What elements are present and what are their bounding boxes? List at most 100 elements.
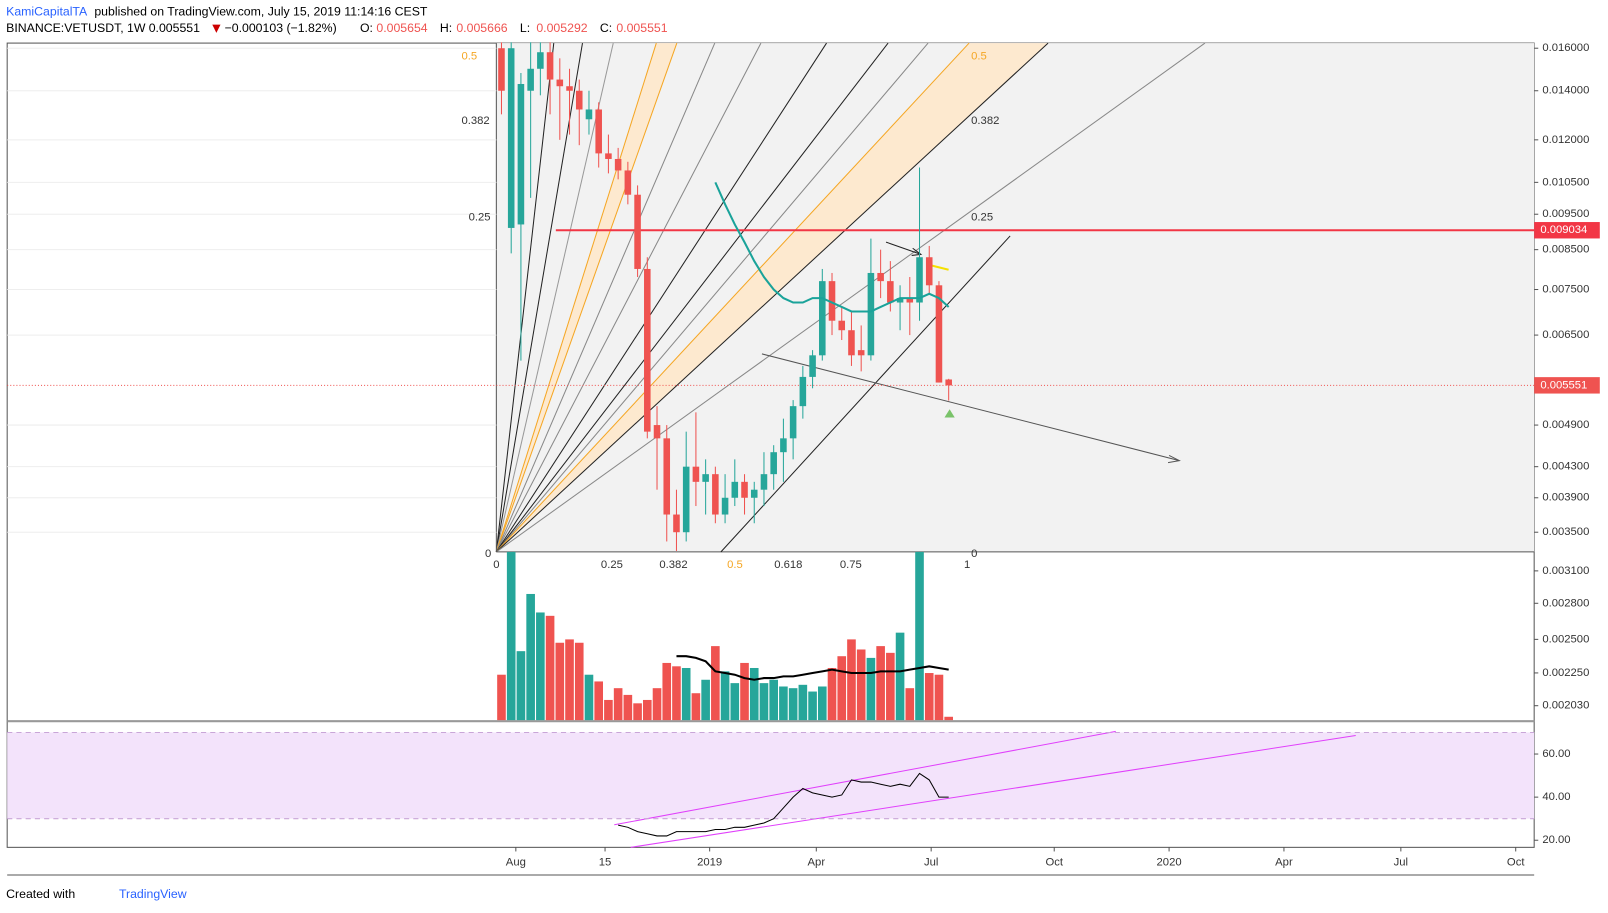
fib-label: 0.5 [727,559,743,571]
fan-line [495,42,583,552]
volume-bar [856,649,866,721]
volume-bar [749,667,759,721]
volume-bar [526,593,535,721]
volume-bar [817,686,827,721]
candle-body [760,474,768,490]
rsi-line [618,772,949,837]
ohlc-value: 0.005551 [616,21,667,35]
candle-body [682,466,690,533]
candle-body [546,52,554,80]
volume-bar [827,667,837,721]
candle-body [663,438,671,515]
y-tick-label: 0.006500 [1542,329,1589,341]
y-tick-label: 0.009500 [1542,208,1589,220]
author: KamiCapitalTA [6,5,88,19]
candle-body [585,109,593,120]
last-price-tag [1534,377,1600,394]
volume-ma [676,655,949,681]
volume-bar [691,693,701,721]
volume-bar [740,662,749,721]
volume-bar [788,688,798,721]
volume-bar [565,639,574,721]
candle-body [780,438,787,453]
volume-bar [662,662,672,721]
volume-bar [584,674,594,721]
y-tick-label: 0.003500 [1542,526,1589,538]
y-tick-label: 0.008500 [1542,244,1589,256]
x-tick-label: 2019 [697,857,722,869]
volume-bar [594,681,603,721]
rsi-tick-label: 60.00 [1542,748,1570,760]
volume-bar [720,671,730,721]
candle-body [517,83,525,225]
volume-bar [915,551,924,721]
x-tick-label: Aug [506,857,526,869]
x-tick-label: Oct [1507,857,1525,869]
fib-label: 0 [485,548,491,560]
x-tick-label: 15 [599,857,612,869]
fan-lines [495,42,1535,848]
y-tick-label: 0.014000 [1542,85,1589,97]
volume-bar [642,699,652,721]
channel-line [720,235,1011,553]
fan-line [496,42,1206,553]
volume-bar [866,657,876,721]
candle-body [877,272,884,282]
fib-fill [496,43,1535,552]
candle-body [906,298,914,303]
candle-body [624,170,632,195]
fan-line [495,43,555,552]
price-level-label: 0.009034 [1540,224,1587,236]
arrow-head [1167,455,1181,464]
fib-label: 0.5 [461,50,477,62]
fib-label: 0.25 [469,211,491,223]
candle-body [566,86,573,91]
x-tick-label: Oct [1045,857,1063,869]
volume-bar [905,688,915,721]
ohlc-value: 0.005666 [456,21,507,35]
volume-bar [886,652,895,721]
volume-bar [759,683,769,721]
footer-brand: TradingView [119,887,187,901]
ohlc-key: H: [440,21,452,35]
fan-line [495,42,1049,553]
volume-bar [808,691,817,721]
ohlc-key: L: [520,21,530,35]
fib-label: 0.25 [971,211,993,223]
y-tick-label: 0.002250 [1542,667,1589,679]
candle-body [692,466,700,482]
fib-label: 0 [493,559,499,571]
volume-bar [837,656,847,721]
arrow-head [911,247,923,256]
candle-body [614,158,622,171]
y-tick-label: 0.003100 [1542,565,1589,577]
candle-body [634,194,641,269]
ohlc-key: C: [600,21,612,35]
fib-label: 0.5 [971,50,987,62]
candle-body [828,281,836,321]
y-tick-label: 0.004300 [1542,461,1589,473]
fib-label: 0.75 [840,559,862,571]
y-tick-label: 0.004900 [1542,419,1589,431]
candle-body [644,268,651,432]
volume-bar [895,632,905,721]
volume-bar [613,688,623,721]
x-tick-label: Jul [924,857,938,869]
ohlc-value: 0.005654 [376,21,427,35]
signal-triangle [944,409,955,418]
last-price-label: 0.005551 [1540,379,1587,391]
last-price: 0.005551 [149,21,200,35]
x-tick-label: Jul [1394,857,1408,869]
rsi-trend [630,735,1356,848]
candle-body [750,489,758,498]
y-tick-label: 0.012000 [1542,134,1589,146]
volume-bar [652,688,662,721]
fan-line [495,42,657,553]
candle-body [945,379,952,386]
volume-bar [847,639,856,721]
candle-body [867,272,875,356]
change: −0.000103 (−1.82%) [225,21,337,35]
candle-body [556,79,564,87]
candle-body [702,474,709,482]
volume-bar [769,679,778,721]
